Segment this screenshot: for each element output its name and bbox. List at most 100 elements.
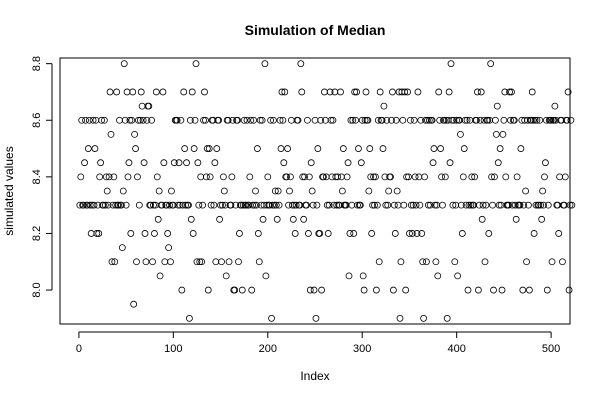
- data-point: [84, 145, 92, 152]
- data-point: [430, 145, 438, 152]
- data-point: [113, 88, 121, 96]
- data-point: [485, 230, 493, 237]
- data-point: [149, 258, 156, 266]
- data-point: [229, 116, 237, 124]
- data-point: [185, 314, 193, 322]
- data-point: [104, 201, 112, 209]
- data-point: [137, 88, 145, 96]
- data-point: [251, 201, 258, 209]
- data-point: [236, 230, 243, 237]
- data-point: [303, 201, 310, 209]
- data-point: [410, 116, 418, 124]
- data-point: [194, 159, 202, 167]
- data-point: [492, 130, 500, 138]
- data-point: [80, 201, 88, 209]
- data-point: [240, 116, 248, 124]
- data-point: [235, 258, 242, 266]
- data-point: [506, 88, 513, 96]
- data-point: [153, 173, 161, 181]
- data-point: [565, 286, 573, 294]
- data-point: [249, 201, 257, 209]
- data-point: [378, 116, 386, 124]
- data-point: [482, 201, 490, 209]
- data-point: [326, 88, 334, 96]
- data-point: [566, 201, 574, 209]
- data-point: [351, 88, 359, 96]
- data-point: [567, 116, 575, 124]
- data-point: [551, 102, 559, 110]
- data-point: [548, 258, 556, 266]
- data-point: [134, 173, 141, 181]
- x-tick-label: 200: [259, 343, 277, 355]
- data-point: [217, 201, 224, 209]
- data-point: [199, 201, 207, 209]
- data-point: [464, 286, 472, 294]
- data-point: [177, 116, 185, 124]
- data-point: [297, 60, 305, 68]
- data-point: [454, 272, 462, 280]
- data-point: [140, 159, 148, 167]
- data-point: [353, 88, 360, 96]
- data-point: [100, 201, 107, 209]
- data-point: [389, 88, 396, 96]
- data-point: [312, 314, 320, 322]
- data-point: [289, 215, 297, 223]
- data-point: [210, 201, 218, 209]
- y-tick-label: 8.0: [31, 282, 43, 297]
- data-point: [243, 116, 251, 124]
- data-point: [550, 116, 558, 124]
- data-point: [542, 116, 550, 124]
- data-point: [505, 201, 513, 209]
- data-point: [259, 215, 267, 223]
- data-point: [568, 201, 576, 209]
- data-point: [418, 230, 426, 237]
- data-point: [175, 159, 183, 167]
- data-point: [519, 286, 527, 294]
- data-point: [118, 244, 126, 252]
- data-point: [202, 116, 209, 124]
- data-point: [89, 116, 97, 124]
- data-point: [543, 286, 551, 294]
- data-point: [254, 230, 262, 237]
- data-point: [404, 88, 411, 96]
- data-point: [561, 173, 569, 181]
- data-point: [203, 145, 211, 152]
- data-point: [462, 201, 470, 209]
- data-point: [216, 215, 224, 223]
- data-point: [435, 88, 443, 96]
- data-point: [439, 201, 446, 209]
- x-tick-label: 400: [447, 343, 465, 355]
- data-point: [359, 272, 367, 280]
- data-point: [397, 258, 405, 266]
- data-point: [396, 314, 404, 322]
- data-point: [412, 201, 420, 209]
- data-point: [440, 116, 448, 124]
- data-point: [97, 159, 105, 167]
- data-point: [388, 116, 395, 124]
- data-point: [120, 60, 128, 68]
- data-point: [517, 145, 525, 152]
- data-point: [460, 145, 468, 152]
- data-point: [443, 314, 451, 322]
- data-point: [416, 201, 424, 209]
- data-point: [304, 230, 312, 237]
- data-point: [465, 201, 473, 209]
- data-point: [207, 201, 215, 209]
- data-point: [215, 116, 223, 124]
- data-point: [453, 116, 461, 124]
- data-point: [294, 116, 302, 124]
- data-point: [535, 201, 543, 209]
- data-point: [213, 145, 221, 152]
- data-point: [374, 116, 382, 124]
- data-point: [279, 116, 287, 124]
- data-point: [498, 286, 506, 294]
- data-point: [191, 116, 199, 124]
- data-point: [411, 173, 419, 181]
- data-point: [394, 201, 402, 209]
- data-point: [225, 258, 233, 266]
- data-point: [512, 215, 520, 223]
- data-point: [343, 173, 351, 181]
- data-point: [288, 201, 296, 209]
- data-point: [307, 159, 315, 167]
- data-point: [161, 258, 169, 266]
